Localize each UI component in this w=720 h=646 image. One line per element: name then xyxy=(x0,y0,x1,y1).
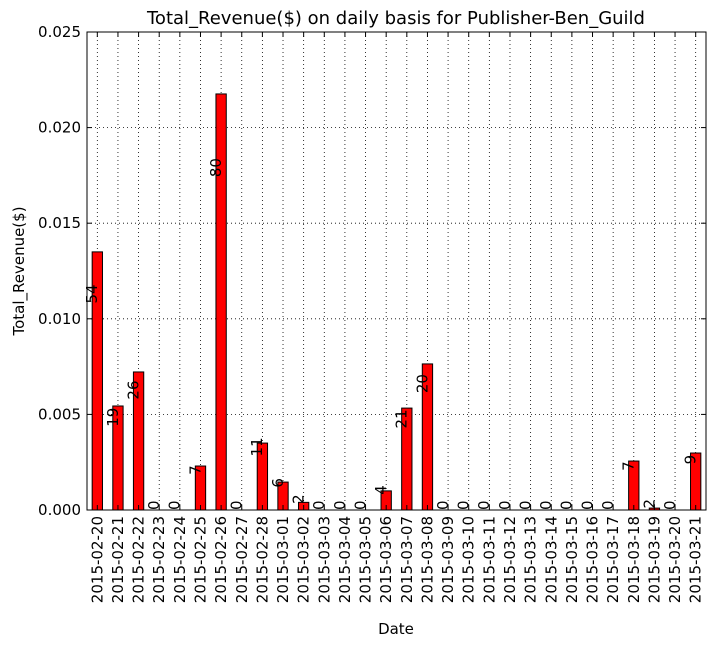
x-tick-label: 2015-03-16 xyxy=(584,516,602,603)
x-tick-label: 2015-03-04 xyxy=(336,516,354,603)
x-tick-label: 2015-03-06 xyxy=(377,516,395,603)
bar-annotation: 7 xyxy=(186,465,204,475)
bar-annotation: 0 xyxy=(661,500,679,510)
bar-annotation: 21 xyxy=(393,409,411,428)
x-tick-label: 2015-03-14 xyxy=(542,516,560,603)
bar-annotation: 80 xyxy=(207,158,225,177)
bar-annotation: 54 xyxy=(83,284,101,303)
x-tick-label: 2015-03-20 xyxy=(666,516,684,603)
x-tick-label: 2015-03-21 xyxy=(687,516,705,603)
x-tick-label: 2015-02-25 xyxy=(191,516,209,603)
bar-annotation: 0 xyxy=(228,500,246,510)
bar-annotation: 9 xyxy=(682,455,700,465)
bar-annotation: 11 xyxy=(248,437,266,456)
bar-annotation: 0 xyxy=(516,500,534,510)
x-axis-label: Date xyxy=(378,620,414,638)
bar-annotation: 0 xyxy=(475,500,493,510)
x-tick-label: 2015-03-11 xyxy=(480,516,498,603)
y-tick-label: 0.025 xyxy=(38,23,81,41)
x-tick-label: 2015-03-15 xyxy=(563,516,581,603)
x-tick-label: 2015-03-07 xyxy=(398,516,416,603)
bar-annotation: 2 xyxy=(289,494,307,504)
x-tick-label: 2015-03-10 xyxy=(460,516,478,603)
x-tick-label: 2015-02-24 xyxy=(171,516,189,603)
x-tick-label: 2015-03-09 xyxy=(439,516,457,603)
bar-annotation: 2 xyxy=(640,499,658,509)
bar-annotation: 0 xyxy=(599,500,617,510)
bar xyxy=(215,93,227,511)
x-tick-label: 2015-02-23 xyxy=(150,516,168,603)
chart-title: Total_Revenue($) on daily basis for Publ… xyxy=(146,8,645,29)
bar-annotation: 7 xyxy=(620,461,638,471)
x-tick-label: 2015-03-12 xyxy=(501,516,519,603)
y-axis-label: Total_Revenue($) xyxy=(10,206,29,336)
bar-annotation: 0 xyxy=(145,500,163,510)
x-tick-label: 2015-03-13 xyxy=(522,516,540,603)
y-tick-label: 0.000 xyxy=(38,501,81,519)
plot-frame xyxy=(86,31,707,511)
x-tick-label: 2015-02-22 xyxy=(130,516,148,603)
bar-annotation: 0 xyxy=(434,500,452,510)
bar-annotation: 0 xyxy=(351,500,369,510)
bar-annotation: 0 xyxy=(537,500,555,510)
x-tick-label: 2015-03-08 xyxy=(418,516,436,603)
x-tick-label: 2015-03-03 xyxy=(315,516,333,603)
x-tick-label: 2015-03-05 xyxy=(357,516,375,603)
bar-annotation: 0 xyxy=(496,500,514,510)
x-tick-label: 2015-02-27 xyxy=(233,516,251,603)
y-tick-label: 0.020 xyxy=(38,119,81,137)
y-tick-label: 0.010 xyxy=(38,310,81,328)
bar-annotation: 0 xyxy=(166,500,184,510)
x-tick-label: 2015-03-18 xyxy=(625,516,643,603)
x-tick-label: 2015-03-01 xyxy=(274,516,292,603)
x-tick-label: 2015-02-20 xyxy=(88,516,106,603)
bar-annotation: 6 xyxy=(269,478,287,488)
y-tick-label: 0.005 xyxy=(38,405,81,423)
bar-annotation: 0 xyxy=(455,500,473,510)
bar-annotation: 0 xyxy=(558,500,576,510)
bar-annotation: 0 xyxy=(578,500,596,510)
x-tick-label: 2015-03-02 xyxy=(295,516,313,603)
x-tick-label: 2015-02-28 xyxy=(253,516,271,603)
bar-annotation: 20 xyxy=(413,374,431,393)
x-tick-label: 2015-02-26 xyxy=(212,516,230,603)
x-tick-label: 2015-02-21 xyxy=(109,516,127,603)
bar-annotation: 4 xyxy=(372,485,390,495)
bar-annotation: 19 xyxy=(104,408,122,427)
bar-annotation: 0 xyxy=(331,500,349,510)
y-tick-label: 0.015 xyxy=(38,214,81,232)
bar-annotation: 26 xyxy=(124,380,142,399)
x-tick-label: 2015-03-19 xyxy=(645,516,663,603)
x-tick-label: 2015-03-17 xyxy=(604,516,622,603)
bar-annotation: 0 xyxy=(310,500,328,510)
